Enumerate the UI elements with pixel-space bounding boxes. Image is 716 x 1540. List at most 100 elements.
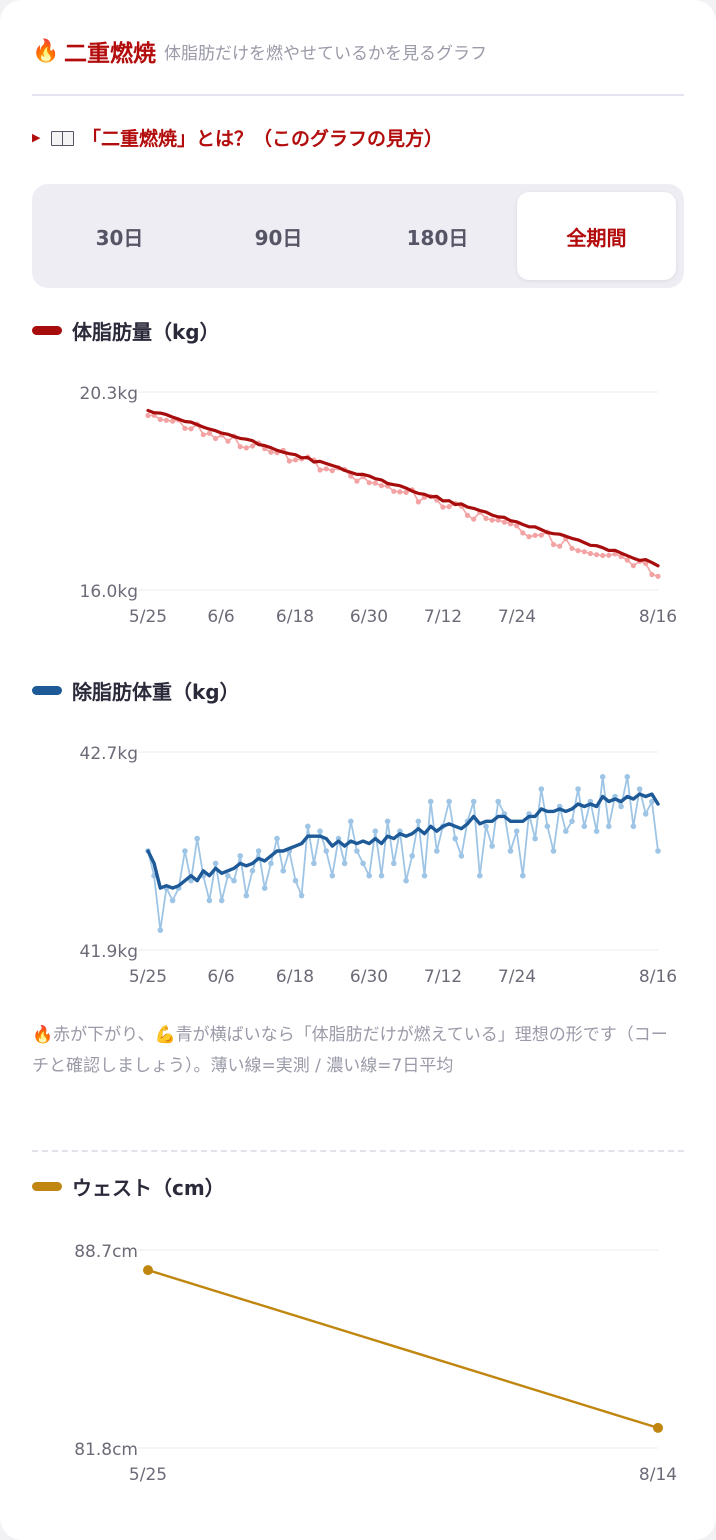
lean-raw-point [237,853,243,859]
open-book-icon [50,128,76,148]
fat-raw-point [292,457,299,463]
lean-raw-point [188,877,194,884]
lean-raw-point [569,818,575,825]
fat-raw-point [471,516,477,522]
lean-raw-point [366,872,373,879]
fat-raw-point [157,416,163,423]
fat-raw-point [354,478,360,484]
lean-raw-point [243,892,250,899]
fat-raw-point [372,480,378,486]
fat-raw-point [268,449,274,455]
lean-raw-point [495,798,502,805]
lean-raw-point [292,877,299,884]
lean-raw-point [575,786,581,792]
x-tick-label: 6/6 [207,967,234,987]
lean-raw-point [311,860,317,867]
lean-raw-point [384,818,391,825]
lean-raw-point [581,823,588,830]
tab-90-days[interactable]: 90日 [254,225,303,250]
y-tick-label-max: 88.7cm [74,1242,138,1262]
fat-raw-point [249,443,256,449]
lean-raw-point [212,860,219,867]
lean-raw-point [194,835,200,842]
waist-measured-point [143,1265,153,1276]
lean-raw-point [317,828,323,834]
explain-toggle[interactable]: ▶ 「二重燃焼」とは？（このグラフの見方） [32,124,443,158]
lean-raw-point [378,872,385,879]
y-tick-label-min: 16.0kg [80,582,139,602]
lean-raw-point [427,798,434,805]
fat-raw-point [514,523,520,529]
x-tick-label: 6/18 [276,967,314,987]
lean-raw-point [274,835,280,842]
x-tick-label: 5/25 [129,607,167,627]
lean-raw-point [642,811,649,817]
waist-legend-label: ウェスト（cm） [72,1176,225,1200]
card-header: 🔥 二重燃焼 体脂肪だけを燃やせているかを見るグラフ [32,34,684,74]
x-tick-label: 8/16 [639,967,677,987]
x-tick-label: 7/24 [498,607,536,627]
waist-chart: 88.7cm 81.8cm 5/25 8/14 [74,1242,677,1485]
x-tick-label: 7/12 [424,607,462,627]
lean-raw-point [335,835,342,842]
lean-raw-point [446,798,452,805]
fat-mass-chart: 20.3kg 16.0kg 5/25 6/6 6/18 6/30 7/12 7/24 8/16 [80,384,678,627]
fat-legend-label: 体脂肪量（kg） [72,320,220,344]
x-tick-label: 5/25 [129,967,167,987]
lean-mass-chart: 42.7kg 41.9kg 5/25 6/6 6/18 6/30 7/12 7/24 8/16 [80,744,678,987]
x-tick-label: 6/6 [207,607,234,627]
fat-raw-point [366,480,372,486]
lean-raw-point [544,823,551,830]
lean-raw-point [348,818,354,825]
lean-raw-point [360,860,366,867]
fat-raw-point [163,417,169,423]
lean-raw-point [298,892,305,899]
fat-raw-point [643,560,649,567]
lean-raw-point [261,885,268,891]
lean-raw-point [624,774,631,780]
x-tick-label: 6/30 [350,967,388,987]
fat-raw-point [286,458,292,464]
lean-legend: 除脂肪体重（kg） [32,676,240,706]
lean-raw-point [421,872,428,879]
fat-raw-point [170,418,176,424]
fat-raw-point [446,504,452,510]
lean-raw-point [249,868,256,874]
fat-raw-point [649,571,655,578]
explain-label: 「二重燃焼」とは？（このグラフの見方） [82,128,444,150]
lean-raw-point [655,848,661,854]
fat-raw-point [630,563,637,569]
tab-180-days[interactable]: 180日 [406,225,469,250]
lean-raw-point [483,823,489,830]
lean-avg-line [146,792,660,890]
x-tick-label: 8/14 [639,1465,677,1485]
fat-raw-point [182,425,188,431]
lean-raw-point [280,868,287,874]
fat-raw-point [532,532,538,538]
fat-raw-point [188,426,194,432]
card-subtitle: 体脂肪だけを燃やせているかを見るグラフ [164,43,487,64]
card-title: 二重燃焼 [64,41,156,67]
fire-icon: 🔥 [32,38,60,64]
fat-raw-point [624,557,630,563]
fat-raw-point [243,445,249,451]
fat-raw-line [147,414,659,578]
tab-30-days[interactable]: 30日 [95,225,144,250]
lean-raw-point [489,843,495,849]
fat-raw-point [483,515,489,521]
lean-raw-point [323,848,330,854]
fat-raw-point [213,435,219,442]
lean-raw-point [513,828,520,834]
fat-raw-point [606,552,612,558]
fat-raw-point [581,549,587,555]
fat-raw-point [237,444,243,450]
fat-raw-point [329,468,335,474]
x-tick-label: 6/18 [276,607,314,627]
tab-all-period[interactable]: 全期間 [517,192,676,280]
fat-raw-point [317,467,323,473]
lean-raw-point [206,897,213,904]
lean-raw-point [409,853,416,859]
fat-raw-point [600,552,606,559]
header-divider [32,94,684,96]
